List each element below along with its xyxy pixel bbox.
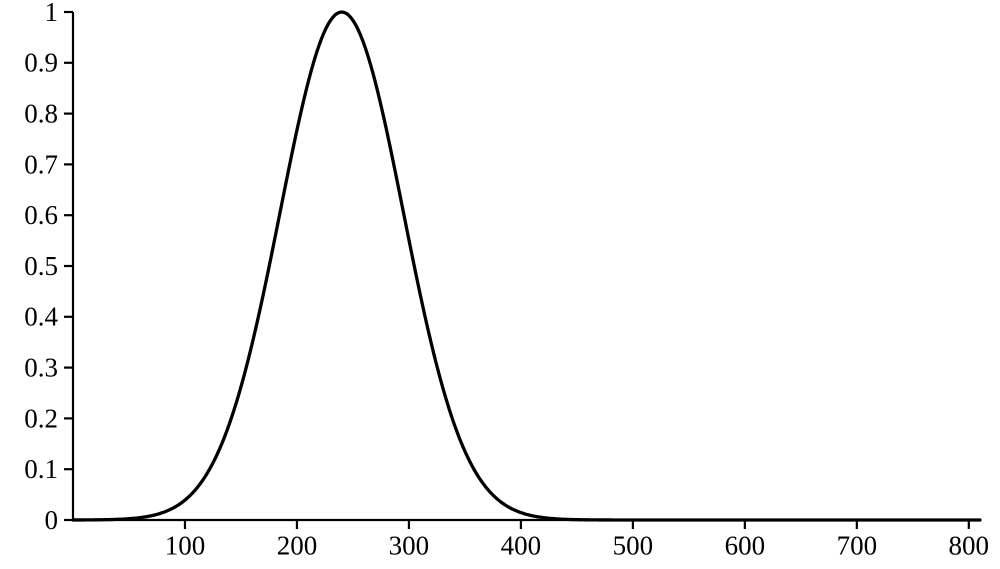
data-curve: [73, 12, 980, 520]
x-tick-label: 800: [949, 531, 990, 561]
line-chart: 100 200 300 400 500 600 700 800 0 0.1 0.2 0.3 0.4 0.5…: [0, 0, 1000, 569]
x-tick-label: 700: [837, 531, 878, 561]
y-tick-label: 0.7: [24, 149, 58, 179]
y-tick-label: 0.9: [24, 48, 58, 78]
y-tick-label: 0.6: [24, 200, 58, 230]
axes: [73, 12, 980, 520]
x-tick-label: 200: [277, 531, 318, 561]
x-tick-label: 400: [501, 531, 542, 561]
y-tick-label: 1: [45, 0, 59, 27]
y-tick-label: 0.5: [24, 251, 58, 281]
chart-container: 100 200 300 400 500 600 700 800 0 0.1 0.2 0.3 0.4 0.5…: [0, 0, 1000, 569]
y-tick-label: 0.8: [24, 99, 58, 129]
y-tick-label: 0.1: [24, 454, 58, 484]
y-tick-label: 0.2: [24, 403, 58, 433]
y-tick-label: 0: [45, 505, 59, 535]
x-tick-label: 600: [725, 531, 766, 561]
y-tick-label: 0.4: [24, 302, 58, 332]
x-tick-label: 100: [165, 531, 206, 561]
y-tick-label: 0.3: [24, 353, 58, 383]
x-tick-label: 500: [613, 531, 654, 561]
x-tick-label: 300: [389, 531, 430, 561]
